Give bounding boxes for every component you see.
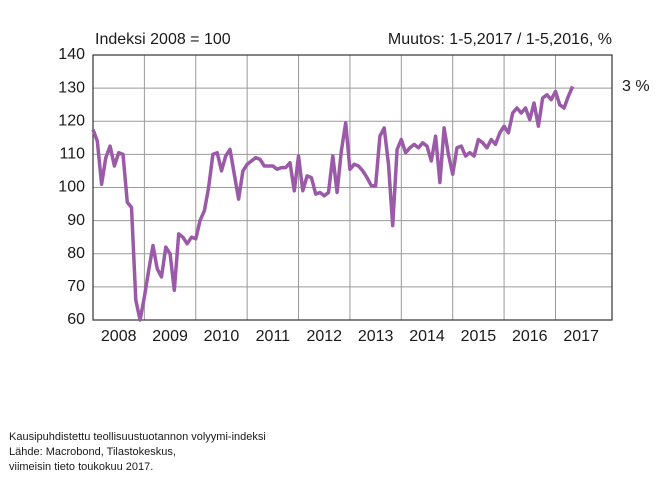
- footnote: viimeisin tieto toukokuu 2017.: [9, 461, 153, 473]
- data-line: [91, 85, 575, 322]
- y-tick-label: 110: [59, 146, 85, 163]
- y-axis-label: Indeksi 2008 = 100: [95, 31, 231, 48]
- y-tick-label: 140: [58, 46, 85, 63]
- plot-frame: [92, 54, 613, 321]
- x-tick-label: 2016: [512, 328, 548, 345]
- x-tick-label: 2017: [563, 328, 599, 345]
- y-tick-label: 100: [58, 179, 85, 196]
- x-tick-label: 2010: [204, 328, 240, 345]
- y-tick-label: 120: [58, 112, 85, 129]
- footnote: Lähde: Macrobond, Tilastokeskus,: [9, 446, 176, 458]
- x-tick-label: 2009: [152, 328, 188, 345]
- annotation: 3 %: [622, 78, 650, 95]
- y-tick-label: 80: [67, 245, 85, 262]
- x-tick-label: 2011: [256, 328, 291, 345]
- x-tick-label: 2012: [306, 328, 342, 345]
- x-tick-label: 2014: [409, 328, 445, 345]
- x-tick-label: 2015: [461, 328, 497, 345]
- y-tick-label: 60: [67, 311, 85, 328]
- y-tick-label: 70: [67, 278, 85, 295]
- y-tick-label: 130: [58, 79, 85, 96]
- x-tick-label: 2013: [358, 328, 394, 345]
- y-tick-label: 90: [67, 212, 85, 229]
- footnote: Kausipuhdistettu teollisuustuotannon vol…: [9, 431, 266, 443]
- x-tick-label: 2008: [101, 328, 137, 345]
- subtitle: Muutos: 1-5,2017 / 1-5,2016, %: [388, 31, 612, 48]
